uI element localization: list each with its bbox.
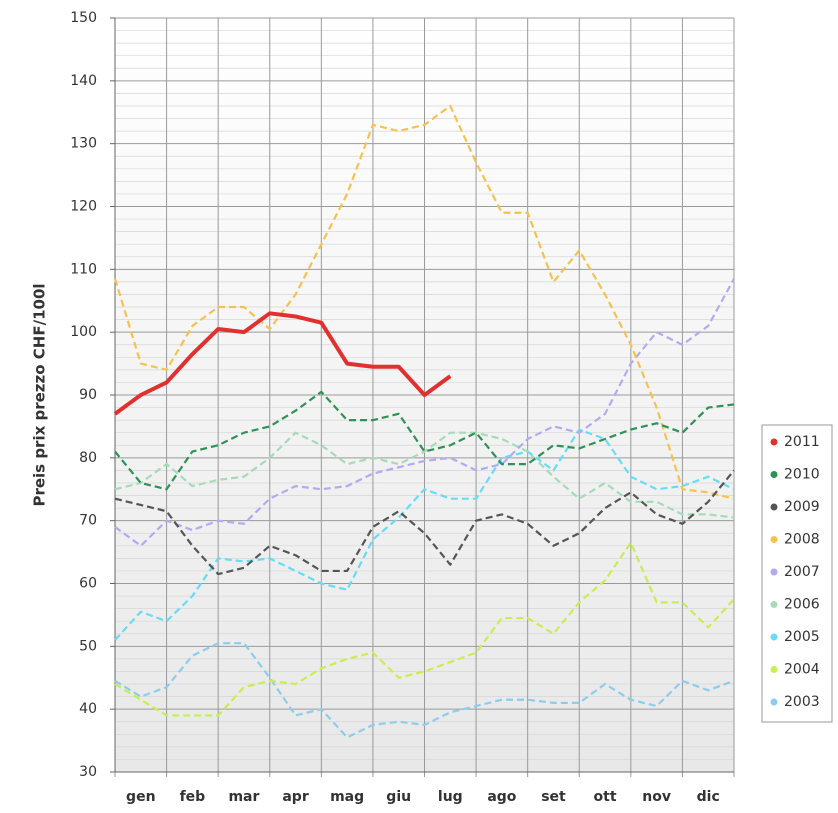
legend-label: 2006 [784,597,820,613]
y-tick-label: 130 [70,136,97,152]
legend-marker [770,698,778,706]
y-tick-label: 50 [79,638,97,654]
y-tick-label: 120 [70,199,97,215]
x-tick-label: ago [487,789,516,805]
series-line [114,428,735,641]
legend-label: 2011 [784,434,820,450]
x-tick-label: giu [386,789,411,805]
x-tick-label: ott [594,789,617,805]
legend-label: 2008 [784,532,820,548]
y-tick-label: 40 [79,701,97,717]
y-tick-label: 60 [79,576,97,592]
series-line [114,469,735,576]
legend-label: 2010 [784,467,820,483]
x-tick-label: dic [697,789,720,805]
y-tick-label: 90 [79,387,97,403]
y-tick-label: 100 [70,324,97,340]
y-tick-label: 30 [79,764,97,780]
x-tick-label: mag [330,789,364,805]
series-line [114,642,735,739]
x-tick-label: set [541,789,566,805]
y-tick-label: 80 [79,450,97,466]
x-tick-label: apr [282,789,308,805]
legend-marker [770,503,778,511]
series-line [114,278,735,547]
series-line [114,541,735,717]
legend-marker [770,633,778,641]
legend-label: 2004 [784,662,820,678]
series-line [113,311,452,416]
legend-marker [770,666,778,673]
x-tick-label: feb [180,789,206,805]
legend-label: 2003 [784,694,820,710]
series-line [114,390,735,491]
legend-marker [770,438,778,446]
legend-label: 2007 [784,564,820,580]
x-tick-label: gen [126,789,155,805]
x-tick-label: nov [642,789,671,805]
legend-marker [770,536,778,543]
legend-marker [770,601,778,608]
legend-marker [770,471,778,478]
series-line [113,104,735,500]
x-tick-label: mar [228,789,259,805]
y-axis-label: Preis prix prezzo CHF/100l [31,283,49,506]
legend-label: 2009 [784,499,820,515]
series-line [114,431,735,519]
x-tick-label: lug [438,789,463,805]
legend-marker [770,568,778,576]
y-tick-label: 70 [79,513,97,529]
legend-label: 2005 [784,629,820,645]
y-tick-label: 150 [70,10,97,26]
y-tick-label: 110 [70,261,97,277]
y-tick-label: 140 [70,73,97,89]
